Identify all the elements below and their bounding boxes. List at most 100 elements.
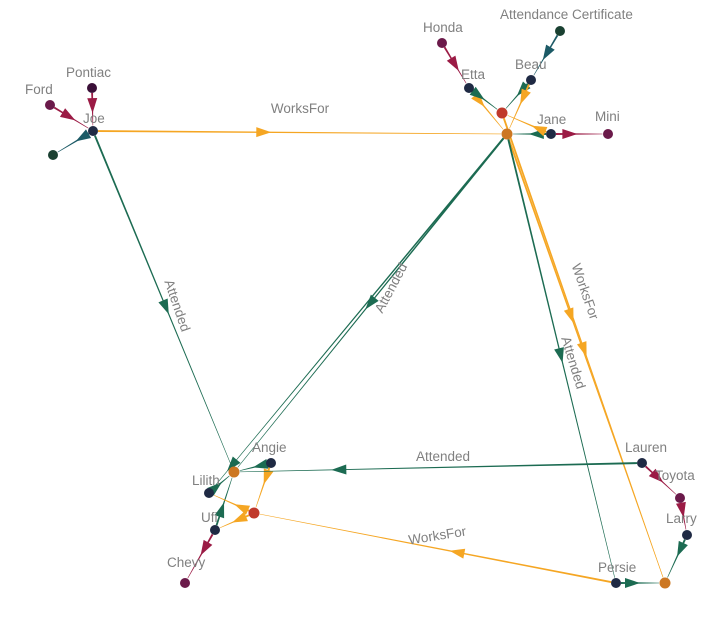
graph-edge[interactable] <box>187 533 214 579</box>
graph-edge[interactable] <box>212 137 505 489</box>
graph-edge[interactable] <box>667 539 688 578</box>
node-label-layer: Ford Pontiac Joe Honda Attendance Certificat… <box>25 7 697 575</box>
graph-edge[interactable] <box>507 139 615 578</box>
edge-arrowhead <box>446 55 459 72</box>
node-label: Mini <box>595 109 620 124</box>
edge-arrowhead <box>87 98 98 114</box>
graph-edge[interactable] <box>645 465 677 495</box>
edge-arrowhead <box>227 456 241 472</box>
graph-node-ufi[interactable] <box>210 525 220 535</box>
node-label: Joe <box>83 111 105 126</box>
node-label: Lilith <box>192 473 220 488</box>
edge-label: WorksFor <box>407 524 467 548</box>
graph-edge[interactable] <box>213 494 251 515</box>
node-layer <box>45 26 692 589</box>
graph-node[interactable] <box>501 128 513 140</box>
graph-node-pontiac[interactable] <box>87 83 97 93</box>
graph-node-chevy[interactable] <box>180 578 190 588</box>
graph-node-honda[interactable] <box>437 38 447 48</box>
graph-node-etta[interactable] <box>464 83 474 93</box>
graph-edge[interactable] <box>502 117 664 578</box>
edge-arrowhead <box>331 464 347 475</box>
edge-label: WorksFor <box>569 262 602 322</box>
edge-arrowhead <box>232 511 248 523</box>
edge-arrowhead <box>531 125 548 137</box>
graph-node-lauren[interactable] <box>637 458 647 468</box>
edge-line <box>507 138 664 578</box>
graph-node[interactable] <box>496 107 508 119</box>
graph-node-beau[interactable] <box>526 75 536 85</box>
graph-edge[interactable] <box>255 467 274 508</box>
edge-arrowhead <box>449 548 466 559</box>
edge-label: Attended <box>416 449 470 464</box>
graph-node-angie[interactable] <box>266 458 276 468</box>
graph-edge[interactable] <box>239 458 269 471</box>
graph-edge[interactable] <box>533 34 559 76</box>
node-label: Beau <box>515 57 547 72</box>
graph-edge[interactable] <box>214 477 233 526</box>
graph-node-joe[interactable] <box>88 126 98 136</box>
node-label: Attendance Certificate <box>500 7 633 22</box>
graph-edge[interactable] <box>556 129 603 139</box>
graph-edge[interactable] <box>237 137 505 468</box>
graph-node[interactable] <box>228 466 240 478</box>
graph-edge[interactable] <box>259 513 612 583</box>
edge-arrowhead <box>516 81 531 97</box>
node-label: Larry <box>666 511 697 526</box>
node-label: Angie <box>252 440 287 455</box>
graph-node-larry[interactable] <box>682 530 692 540</box>
edge-line <box>212 137 505 489</box>
edge-arrowhead <box>234 504 251 515</box>
graph-node-jane[interactable] <box>546 129 556 139</box>
edge-arrowhead <box>200 539 213 556</box>
edge-arrowhead <box>365 294 379 310</box>
edge-arrowhead <box>520 88 531 105</box>
graph-node[interactable] <box>248 507 260 519</box>
graph-edge[interactable] <box>509 84 531 129</box>
graph-edge[interactable] <box>219 511 250 529</box>
graph-edge[interactable] <box>676 501 687 530</box>
edge-arrowhead <box>625 578 640 588</box>
edge-arrowhead <box>542 44 555 61</box>
node-label: Ford <box>25 82 53 97</box>
edge-arrowhead <box>263 468 274 485</box>
graph-node-mini[interactable] <box>603 129 613 139</box>
node-label: Toyota <box>655 468 695 483</box>
graph-node-toyota[interactable] <box>675 493 685 503</box>
graph-edge[interactable] <box>57 129 92 153</box>
graph-node-persie[interactable] <box>611 578 621 588</box>
node-label: Pontiac <box>66 65 111 80</box>
edge-arrowhead <box>676 501 686 518</box>
node-label: Lauren <box>625 440 667 455</box>
graph-node-attendance-certificate[interactable] <box>555 26 565 36</box>
graph-edge[interactable] <box>443 46 467 84</box>
graph-edge[interactable] <box>239 462 638 475</box>
node-label: Etta <box>461 67 486 82</box>
edge-arrowhead <box>252 458 269 469</box>
edge-arrowhead <box>256 127 272 138</box>
graph-edge[interactable] <box>507 115 548 137</box>
graph-edge[interactable] <box>97 127 502 138</box>
graph-node[interactable] <box>659 577 671 589</box>
edge-arrowhead <box>562 129 578 139</box>
node-label: Jane <box>537 112 566 127</box>
edge-arrowhead <box>75 129 92 142</box>
edge-layer <box>53 34 688 588</box>
graph-node[interactable] <box>48 150 58 160</box>
graph-edge[interactable] <box>87 92 98 126</box>
edge-arrowhead <box>648 468 664 483</box>
edge-arrowhead <box>576 341 587 357</box>
graph-node-ford[interactable] <box>45 100 55 110</box>
node-label: Persie <box>598 560 636 575</box>
node-label: Chevy <box>167 555 206 570</box>
graph-edge[interactable] <box>621 578 659 588</box>
graph-edge[interactable] <box>53 106 89 129</box>
graph-node-lilith[interactable] <box>204 488 214 498</box>
edge-arrowhead <box>214 502 225 519</box>
edge-arrowhead <box>554 347 564 363</box>
graph-edge[interactable] <box>94 135 232 467</box>
edge-line <box>259 513 612 583</box>
